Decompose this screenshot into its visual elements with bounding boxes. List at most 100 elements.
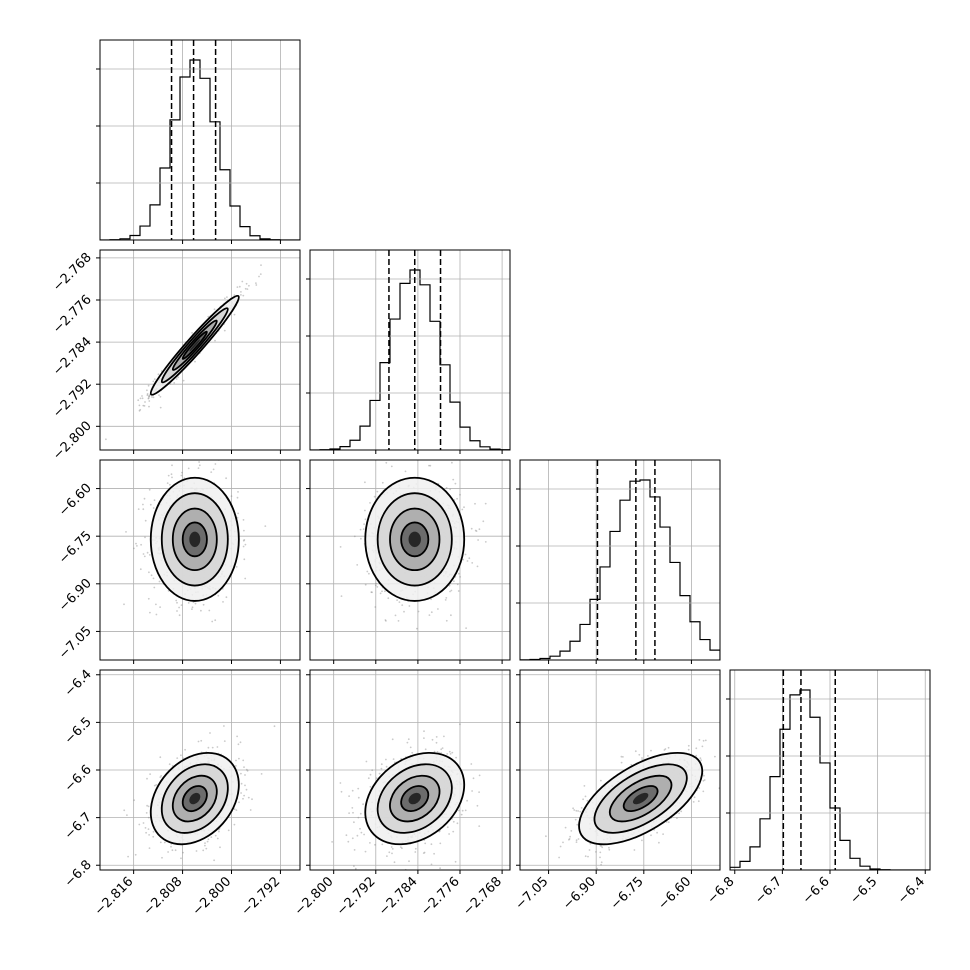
ytick-label-1-1: −2.792 (50, 376, 95, 421)
sample-point (484, 502, 487, 505)
sample-point (453, 580, 455, 583)
sample-point (634, 750, 637, 753)
hist-panel-0 (100, 40, 300, 240)
sample-point (138, 404, 141, 407)
sample-point (139, 408, 142, 411)
sample-point (622, 756, 624, 758)
sample-point (243, 539, 246, 541)
sample-point (448, 750, 451, 753)
sample-point (147, 384, 150, 387)
sample-point (125, 531, 127, 533)
sample-point (147, 597, 150, 600)
xtick-label-3-0: −6.8 (705, 874, 738, 907)
sample-point (385, 758, 387, 761)
sample-point (105, 438, 107, 441)
sample-point (225, 477, 228, 480)
panel-3-0-contour-2 (171, 774, 218, 823)
sample-point (202, 849, 205, 852)
sample-point (403, 610, 405, 613)
xtick-label-1-3: −2.776 (418, 874, 463, 919)
scatter-panel-3-2 (520, 670, 720, 876)
sample-point (577, 810, 579, 812)
sample-point (148, 834, 151, 836)
xtick-label-1-1: −2.792 (334, 874, 379, 919)
sample-point (331, 841, 333, 843)
sample-point (187, 602, 190, 604)
sample-point (240, 291, 242, 293)
panel-3-1-contour-1 (376, 763, 453, 834)
sample-point (375, 777, 378, 780)
sample-point (641, 757, 643, 759)
sample-point (363, 523, 365, 525)
sample-point (424, 842, 427, 845)
sample-point (242, 539, 245, 542)
sample-point (576, 823, 579, 826)
sample-point (230, 495, 233, 497)
sample-point (244, 577, 247, 580)
panel-1-0-density-4 (189, 339, 201, 352)
sample-point (704, 739, 707, 742)
panel-3-1-contour-3 (400, 785, 430, 813)
sample-point (170, 473, 173, 476)
xtick-label-0-1: −2.808 (141, 874, 186, 919)
sample-point (213, 308, 216, 311)
xtick-label-3-4: −6.4 (895, 874, 928, 907)
sample-point (171, 476, 173, 479)
sample-point (348, 795, 350, 797)
sample-point (362, 528, 365, 530)
sample-point (246, 769, 249, 772)
sample-point (159, 395, 162, 398)
sample-point (373, 495, 376, 498)
sample-point (233, 294, 236, 296)
sample-point (630, 763, 633, 766)
sample-point (140, 543, 143, 546)
sample-point (152, 835, 155, 838)
sample-point (146, 804, 149, 807)
sample-point (207, 746, 210, 749)
sample-point (446, 753, 449, 755)
sample-point (340, 595, 343, 597)
sample-point (368, 572, 370, 575)
sample-point (145, 831, 148, 834)
sample-point (568, 838, 570, 841)
sample-point (137, 399, 140, 402)
sample-point (579, 810, 582, 813)
sample-point (136, 545, 138, 547)
sample-point (227, 829, 230, 832)
sample-point (701, 745, 704, 748)
sample-point (240, 294, 242, 296)
sample-point (158, 394, 160, 396)
sample-point (478, 528, 481, 531)
sample-point (170, 845, 172, 848)
hist-1-frame (309, 249, 511, 451)
sample-point (595, 851, 597, 853)
sample-point (457, 590, 460, 592)
sample-point (422, 852, 425, 854)
sample-point (182, 851, 184, 854)
sample-point (369, 502, 371, 504)
sample-point (204, 844, 206, 847)
sample-point (146, 389, 148, 392)
sample-point (171, 464, 173, 467)
sample-point (573, 809, 576, 811)
sample-point (148, 400, 151, 402)
sample-point (237, 491, 239, 493)
sample-point (478, 791, 480, 793)
sample-point (559, 845, 562, 848)
sample-point (529, 874, 531, 876)
sample-point (407, 738, 410, 741)
sample-point (197, 740, 200, 743)
sample-point (464, 553, 467, 556)
sample-point (237, 743, 240, 746)
panel-2-0-density-4 (189, 531, 201, 548)
sample-point (138, 409, 141, 412)
sample-point (587, 855, 589, 858)
sample-point (138, 823, 141, 826)
sample-point (233, 823, 236, 826)
sample-point (223, 329, 226, 332)
xtick-label-1-0: −2.800 (292, 874, 337, 919)
sample-point (242, 519, 245, 521)
sample-point (650, 749, 652, 752)
sample-point (214, 619, 217, 622)
sample-point (176, 601, 178, 604)
